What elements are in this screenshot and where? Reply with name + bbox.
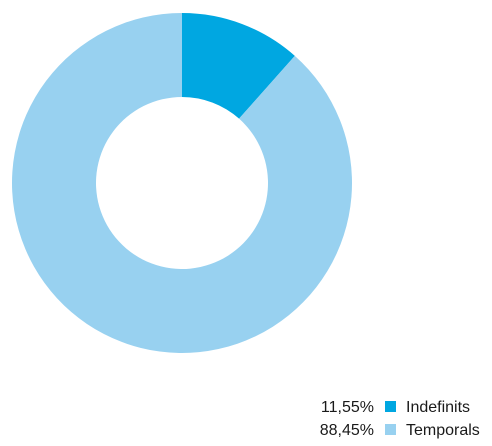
legend-item-temporals: 88,45% Temporals bbox=[320, 422, 480, 439]
legend-swatch-temporals bbox=[385, 424, 396, 435]
donut-slice-temporals bbox=[11, 13, 352, 353]
legend-value-indefinits: 11,55% bbox=[321, 399, 374, 416]
legend-label-indefinits: Indefinits bbox=[406, 399, 470, 416]
legend-value-temporals: 88,45% bbox=[320, 422, 374, 439]
legend-swatch-indefinits bbox=[385, 401, 396, 412]
donut-slice-indefinits bbox=[182, 13, 295, 119]
legend-item-indefinits: 11,55% Indefinits bbox=[321, 399, 470, 416]
donut-slices bbox=[11, 13, 352, 353]
legend-label-temporals: Temporals bbox=[406, 422, 480, 439]
legend: 11,55% Indefinits 88,45% Temporals bbox=[320, 399, 480, 439]
